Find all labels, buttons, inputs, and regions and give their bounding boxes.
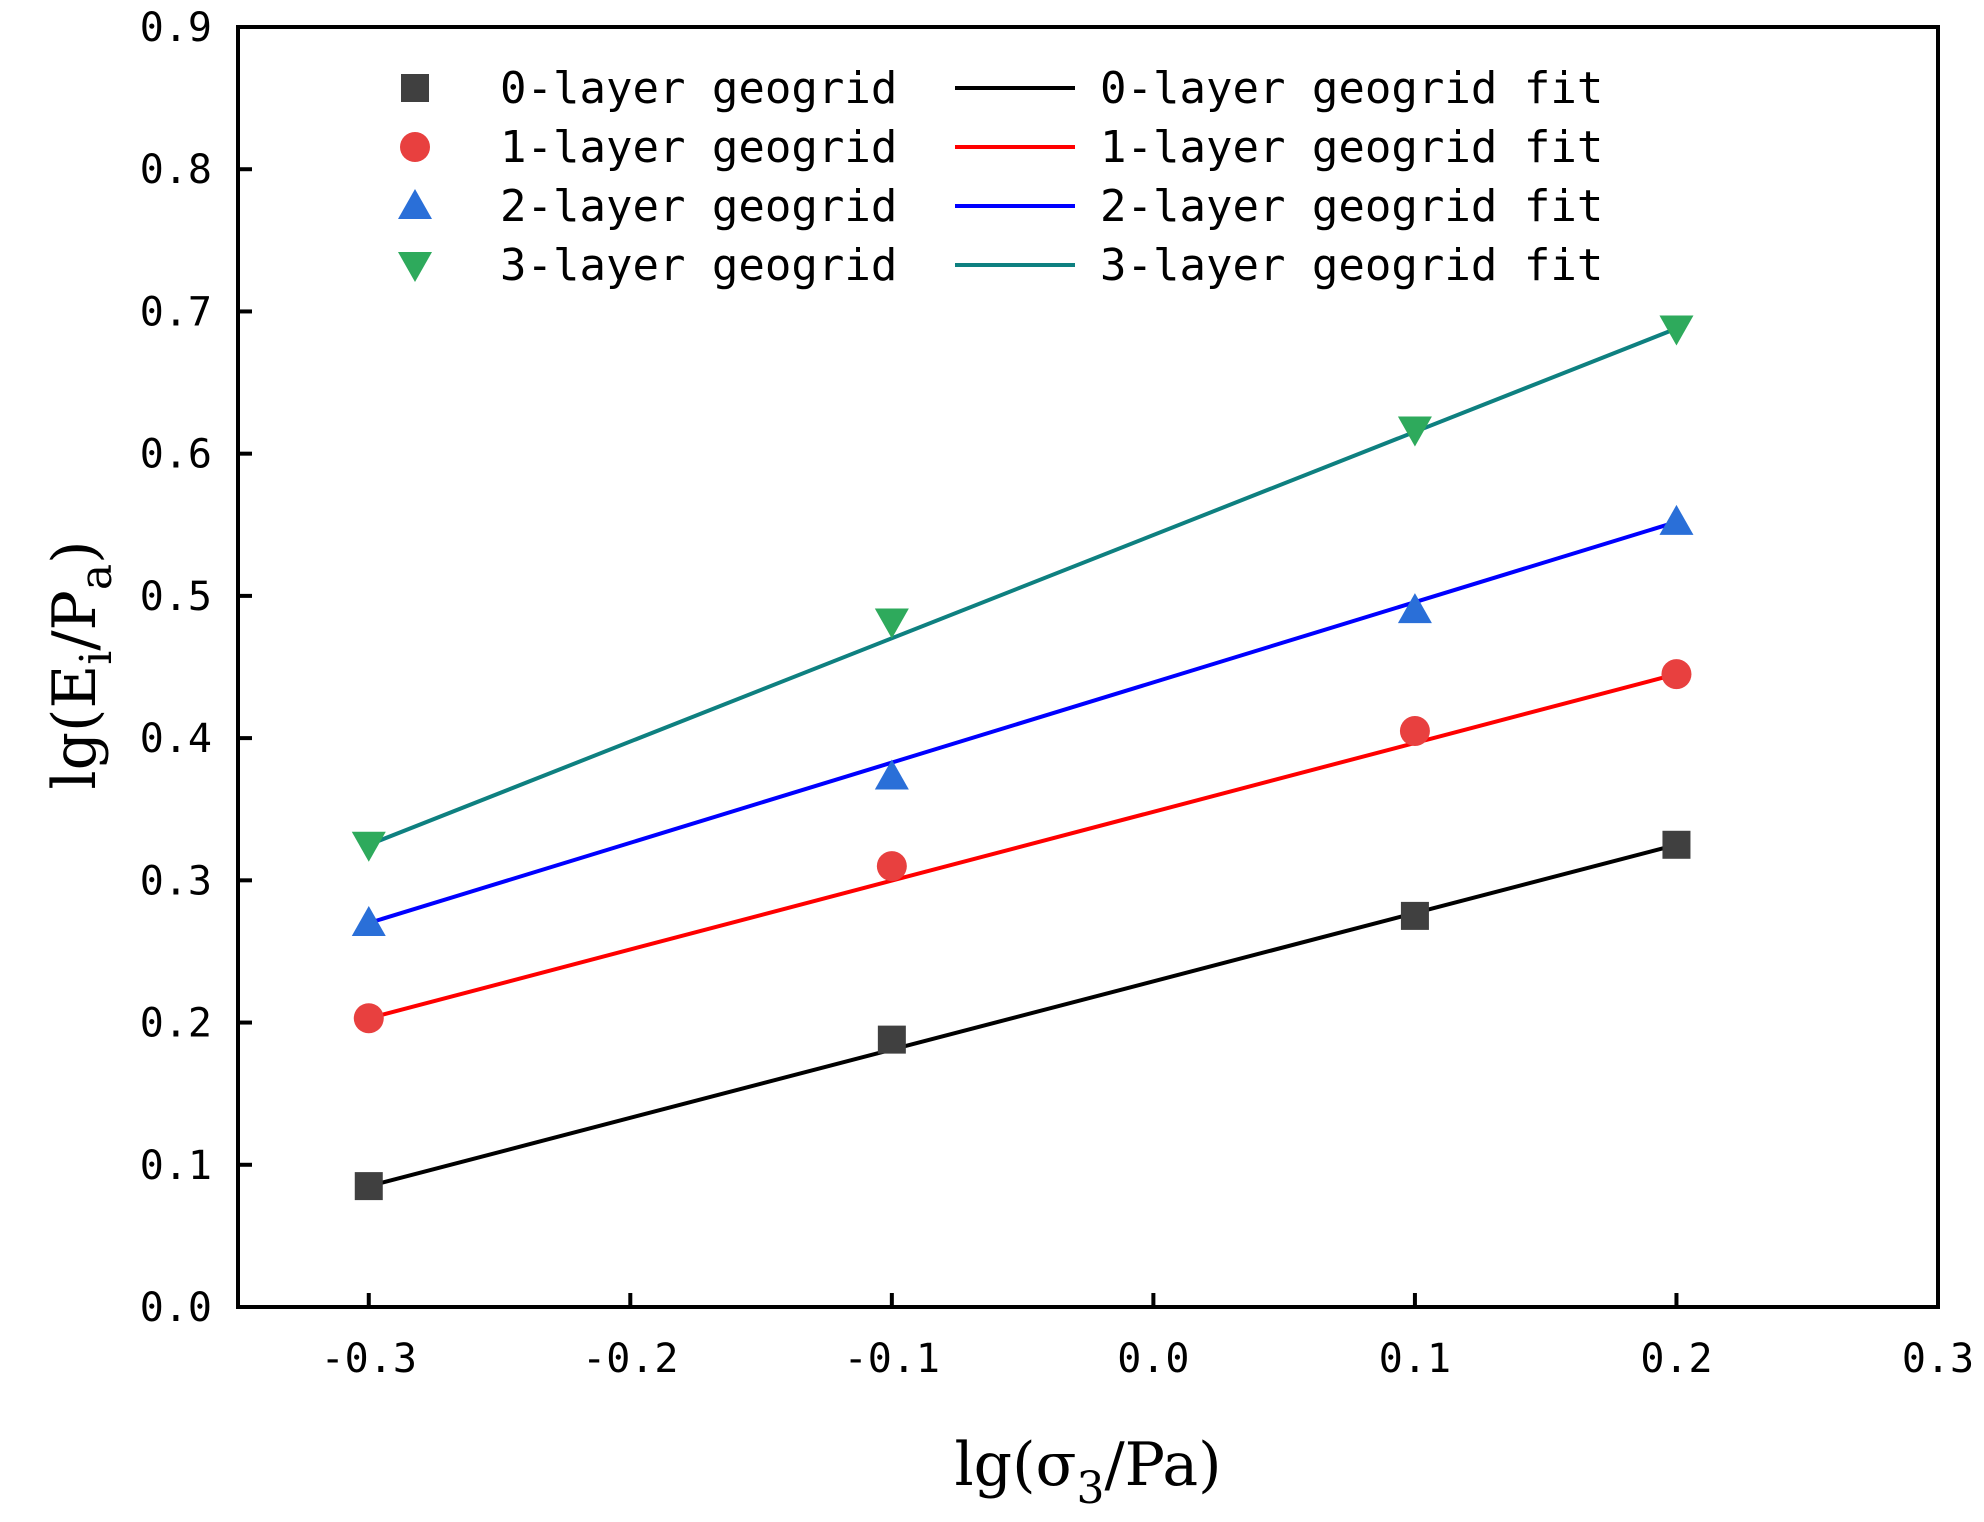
legend-marker-series-0 (401, 74, 429, 102)
y-tick-label: 0.2 (140, 1001, 212, 1047)
data-point-series-3-2 (1397, 416, 1432, 447)
fit-line-series-3 (368, 326, 1678, 847)
y-axis-title: lg(Ei/Pa) (40, 540, 122, 789)
data-point-series-2-0 (351, 906, 386, 936)
legend-label-series-2: 2-layer geogrid (500, 181, 897, 232)
data-point-series-3-0 (351, 831, 386, 862)
y-tick-label: 0.4 (140, 716, 212, 762)
legend-label-series-3: 3-layer geogrid (500, 240, 897, 291)
fit-lines (368, 326, 1678, 1189)
fit-line-series-2 (368, 520, 1678, 925)
legend-fit-label-series-2: 2-layer geogrid fit (1100, 181, 1603, 232)
data-point-series-2-3 (1659, 504, 1694, 535)
y-tick-label: 0.7 (140, 289, 212, 335)
y-tick-label: 0.9 (140, 5, 212, 51)
data-point-series-1-1 (876, 851, 907, 882)
data-point-series-1-2 (1399, 716, 1430, 746)
x-tick-label: 0.3 (1902, 1336, 1974, 1382)
data-point-series-2-2 (1397, 593, 1432, 624)
data-point-series-0-2 (1400, 901, 1429, 930)
data-markers (351, 315, 1694, 1201)
axis-ticks: -0.3 -0.2 -0.1 0.0 0.1 0.2 0.3 0.0 0.1 0.2 0.3 0.4 0… (140, 5, 1974, 1382)
x-tick-label: -0.1 (844, 1336, 940, 1382)
legend-marker-series-1 (400, 132, 430, 162)
legend-fit-label-series-3: 3-layer geogrid fit (1100, 240, 1603, 291)
x-tick-label: 0.0 (1117, 1336, 1189, 1382)
x-tick-label: -0.3 (321, 1336, 417, 1382)
data-point-series-0-1 (877, 1025, 906, 1054)
legend-label-series-1: 1-layer geogrid (500, 122, 897, 173)
legend: 0-layer geogrid 0-layer geogrid fit 1-laye… (398, 63, 1603, 291)
y-tick-label: 0.1 (140, 1143, 212, 1189)
data-point-series-3-3 (1659, 315, 1694, 346)
y-tick-label: 0.3 (140, 858, 212, 904)
legend-fit-label-series-1: 1-layer geogrid fit (1100, 122, 1603, 173)
y-tick-label: 0.8 (140, 147, 212, 193)
plot-area-frame (236, 25, 1940, 1309)
legend-label-series-0: 0-layer geogrid (500, 63, 897, 114)
y-tick-label: 0.5 (140, 574, 212, 620)
fit-line-series-0 (368, 842, 1677, 1189)
fit-line-series-1 (368, 672, 1677, 1021)
data-point-series-0-3 (1662, 830, 1691, 859)
data-point-series-3-1 (874, 608, 909, 639)
data-point-series-0-0 (354, 1172, 383, 1201)
data-point-series-1-0 (353, 1003, 384, 1034)
x-axis-title: lg(σ3/Pa) (954, 1430, 1221, 1514)
y-tick-label: 0.0 (140, 1285, 212, 1331)
data-point-series-2-1 (874, 759, 909, 790)
x-tick-label: 0.2 (1640, 1336, 1712, 1382)
legend-marker-series-2 (398, 189, 432, 219)
x-tick-label: 0.1 (1379, 1336, 1451, 1382)
data-point-series-1-3 (1661, 659, 1692, 690)
legend-fit-label-series-0: 0-layer geogrid fit (1100, 63, 1603, 114)
y-tick-label: 0.6 (140, 432, 212, 478)
legend-marker-series-3 (398, 252, 432, 282)
x-tick-label: -0.2 (582, 1336, 678, 1382)
